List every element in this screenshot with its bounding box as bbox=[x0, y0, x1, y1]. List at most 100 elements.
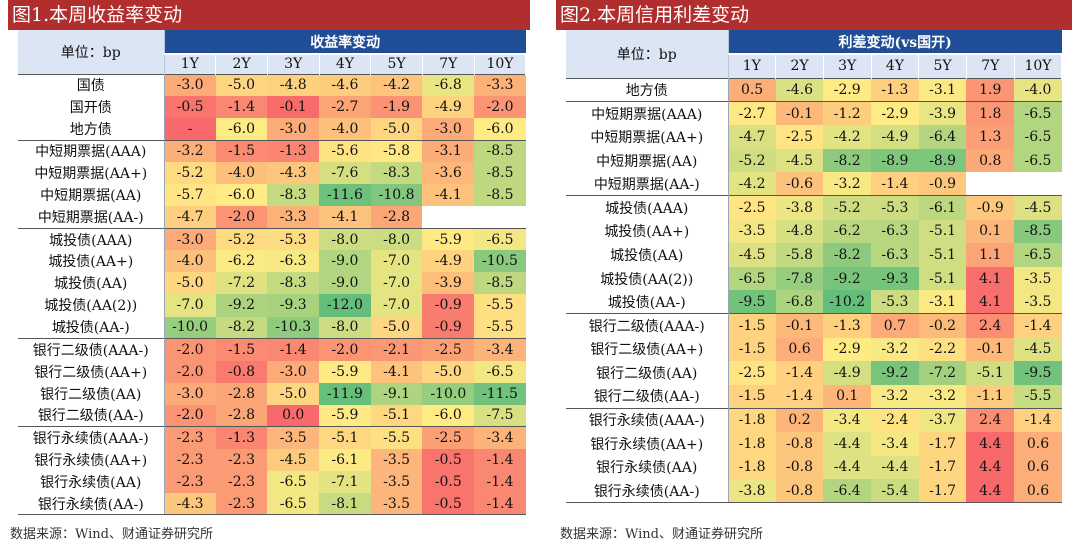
value-cell: -1.4 bbox=[871, 172, 919, 196]
left-tenor-header: 5Y bbox=[370, 53, 423, 74]
value-cell: -6.4 bbox=[823, 479, 872, 504]
left-tenor-header: 1Y bbox=[164, 53, 217, 74]
value-cell: -4.1 bbox=[370, 360, 423, 383]
value-cell: -8.3 bbox=[267, 184, 320, 207]
value-cell: -9.5 bbox=[728, 290, 776, 314]
row-label: 中短期票据(AA-) bbox=[566, 172, 729, 196]
value-cell: -1.4 bbox=[474, 492, 526, 516]
value-cell: -3.9 bbox=[918, 101, 967, 126]
value-cell: -5.0 bbox=[215, 73, 268, 97]
value-cell: -2.9 bbox=[823, 337, 872, 362]
value-cell: -1.4 bbox=[1014, 407, 1062, 432]
value-cell: -4.5 bbox=[728, 243, 776, 267]
value-cell: -6.5 bbox=[267, 470, 320, 493]
right-tenor-header: 1Y bbox=[728, 53, 777, 78]
value-cell: -11.9 bbox=[319, 382, 371, 405]
value-cell: -1.5 bbox=[728, 313, 776, 338]
value-cell: -4.5 bbox=[267, 448, 320, 471]
value-cell: -10.3 bbox=[267, 316, 320, 339]
value-cell: -2.5 bbox=[775, 125, 824, 149]
value-cell: -6.0 bbox=[215, 118, 268, 141]
value-cell: -1.9 bbox=[370, 96, 423, 119]
value-cell: -4.8 bbox=[775, 219, 824, 244]
row-label: 城投债(AA-) bbox=[566, 290, 729, 314]
value-cell bbox=[474, 206, 526, 229]
value-cell: -5.4 bbox=[871, 479, 919, 504]
value-cell: -5.0 bbox=[267, 382, 320, 405]
value-cell: -5.0 bbox=[370, 118, 423, 141]
value-cell: 0.6 bbox=[1014, 431, 1062, 456]
value-cell: -4.7 bbox=[728, 125, 776, 149]
right-tenor-header: 4Y bbox=[871, 53, 920, 78]
value-cell: -0.8 bbox=[775, 455, 824, 480]
value-cell: 4.4 bbox=[966, 479, 1015, 504]
value-cell: 0.2 bbox=[775, 407, 824, 432]
value-cell: -2.0 bbox=[319, 338, 371, 361]
value-cell: -3.1 bbox=[918, 77, 967, 102]
value-cell: -9.3 bbox=[267, 294, 320, 317]
value-cell: -9.0 bbox=[319, 250, 371, 273]
value-cell: -2.3 bbox=[215, 448, 268, 471]
value-cell: -7.6 bbox=[319, 162, 371, 185]
row-label: 银行永续债(AA+) bbox=[566, 431, 729, 456]
value-cell: -5.9 bbox=[319, 360, 371, 383]
value-cell: -8.0 bbox=[370, 227, 423, 251]
right-column-group-header: 利差变动(vs国开) bbox=[728, 30, 1062, 54]
value-cell: -5.1 bbox=[918, 219, 967, 244]
value-cell: -2.0 bbox=[164, 404, 216, 427]
value-cell: -8.2 bbox=[823, 148, 872, 173]
value-cell: -6.5 bbox=[1014, 101, 1062, 126]
table-row: 地方债 0.5 -4.6 -2.9 -1.3 -3.1 1.9 -4.0 bbox=[566, 77, 1062, 102]
value-cell: -0.1 bbox=[267, 96, 320, 119]
value-cell: -2.8 bbox=[215, 382, 268, 405]
value-cell: -3.3 bbox=[474, 73, 526, 97]
value-cell: -8.9 bbox=[918, 148, 967, 173]
value-cell: -4.9 bbox=[871, 125, 919, 149]
value-cell: -5.5 bbox=[474, 316, 526, 339]
value-cell: -7.2 bbox=[215, 272, 268, 295]
value-cell: -3.5 bbox=[728, 219, 776, 244]
value-cell: -1.4 bbox=[474, 470, 526, 493]
value-cell: -9.3 bbox=[871, 266, 919, 291]
value-cell: -1.2 bbox=[823, 101, 872, 126]
value-cell: -1.7 bbox=[918, 431, 967, 456]
table-row: 城投债(AA) -5.0 -7.2 -8.3 -9.0 -7.0 -3.9 -8.5 bbox=[18, 272, 526, 295]
value-cell: -5.7 bbox=[164, 184, 216, 207]
value-cell: -0.5 bbox=[422, 470, 475, 493]
value-cell: -1.3 bbox=[267, 139, 320, 163]
row-label: 城投债(AA) bbox=[566, 243, 729, 267]
row-label: 地方债 bbox=[18, 118, 165, 141]
value-cell: -1.3 bbox=[823, 313, 872, 338]
table-row: 银行永续债(AAA-) -2.3 -1.3 -3.5 -5.1 -5.5 -2.5 -3.4 bbox=[18, 426, 526, 449]
row-label: 国债 bbox=[18, 73, 165, 97]
row-label: 城投债(AA+) bbox=[566, 219, 729, 244]
value-cell: -0.5 bbox=[164, 96, 216, 119]
value-cell: -3.5 bbox=[370, 448, 423, 471]
value-cell: -6.1 bbox=[319, 448, 371, 471]
value-cell: -9.2 bbox=[871, 361, 919, 385]
value-cell: -3.6 bbox=[422, 162, 475, 185]
left-tenor-header: 10Y bbox=[474, 53, 527, 74]
value-cell: 0.1 bbox=[966, 219, 1015, 244]
row-label: 银行二级债(AA) bbox=[18, 382, 165, 405]
value-cell: -10.2 bbox=[823, 290, 872, 314]
left-source-note: 数据来源：Wind、财通证券研究所 bbox=[10, 527, 213, 542]
value-cell: -3.0 bbox=[164, 227, 216, 251]
value-cell: -2.3 bbox=[164, 470, 216, 493]
value-cell: -2.0 bbox=[164, 338, 216, 361]
table-row: 城投债(AA-) -10.0 -8.2 -10.3 -8.0 -5.0 -0.9 -5.5 bbox=[18, 316, 526, 339]
row-label: 城投债(AA(2)) bbox=[566, 266, 729, 291]
value-cell: -6.5 bbox=[267, 492, 320, 516]
value-cell: -7.0 bbox=[370, 272, 423, 295]
table-row: 中短期票据(AA) -5.2 -4.5 -8.2 -8.9 -8.9 0.8 -6.5 bbox=[566, 148, 1062, 173]
value-cell: -9.1 bbox=[370, 382, 423, 405]
value-cell: -8.5 bbox=[474, 139, 526, 163]
value-cell: -6.5 bbox=[728, 266, 776, 291]
value-cell: -5.1 bbox=[918, 266, 967, 291]
value-cell: -9.2 bbox=[215, 294, 268, 317]
value-cell: -1.4 bbox=[775, 384, 824, 409]
value-cell: -2.7 bbox=[319, 96, 371, 119]
value-cell: -2.3 bbox=[164, 426, 216, 449]
row-label: 中短期票据(AA-) bbox=[18, 206, 165, 229]
value-cell: -6.5 bbox=[1014, 125, 1062, 149]
